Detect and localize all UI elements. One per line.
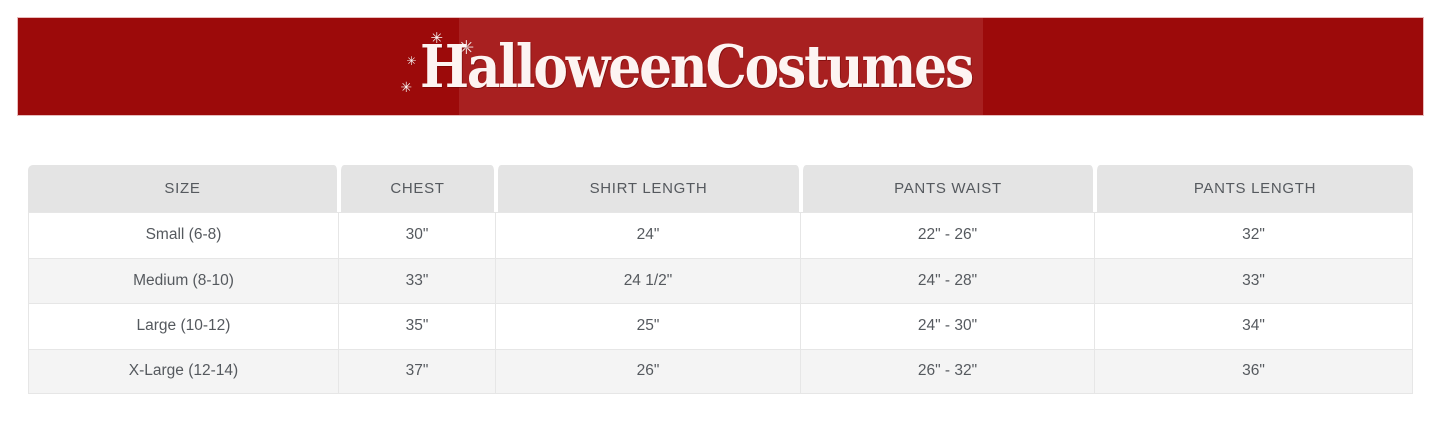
sparkle-star-icon: ✳ [406,54,417,68]
table-row: Large (10-12) 35" 25" 24" - 30" 34" [28,303,1413,349]
brand-name: HalloweenCostumes [420,32,974,101]
sparkle-star-icon: ✳ [400,80,413,96]
cell-pants-length: 33" [1095,257,1413,303]
table-row: X-Large (12-14) 37" 26" 26" - 32" 36" [28,348,1413,394]
cell-chest: 35" [339,303,496,349]
cell-size: X-Large (12-14) [28,348,339,394]
cell-size: Small (6-8) [28,212,339,258]
column-header-pants-length: PANTS LENGTH [1095,165,1413,212]
cell-shirt-length: 26" [496,348,801,394]
column-header-pants-waist: PANTS WAIST [801,165,1095,212]
size-chart-body: Small (6-8) 30" 24" 22" - 26" 32" Medium… [28,212,1413,394]
cell-pants-waist: 24" - 28" [801,257,1095,303]
cell-pants-waist: 24" - 30" [801,303,1095,349]
cell-size: Medium (8-10) [28,257,339,303]
cell-shirt-length: 24" [496,212,801,258]
cell-chest: 30" [339,212,496,258]
cell-pants-length: 34" [1095,303,1413,349]
brand-logo: ✳ ✳ ✳ ✳ HalloweenCostumes [394,31,1047,101]
cell-shirt-length: 25" [496,303,801,349]
cell-chest: 37" [339,348,496,394]
column-header-chest: CHEST [339,165,496,212]
size-chart-header: SIZE CHEST SHIRT LENGTH PANTS WAIST PANT… [28,165,1413,212]
cell-size: Large (10-12) [28,303,339,349]
cell-shirt-length: 24 1/2" [496,257,801,303]
table-row: Small (6-8) 30" 24" 22" - 26" 32" [28,212,1413,258]
cell-pants-waist: 26" - 32" [801,348,1095,394]
table-row: Medium (8-10) 33" 24 1/2" 24" - 28" 33" [28,257,1413,303]
cell-pants-length: 36" [1095,348,1413,394]
cell-chest: 33" [339,257,496,303]
cell-pants-length: 32" [1095,212,1413,258]
size-chart-table: SIZE CHEST SHIRT LENGTH PANTS WAIST PANT… [28,165,1413,394]
column-header-size: SIZE [28,165,339,212]
column-header-shirt-length: SHIRT LENGTH [496,165,801,212]
cell-pants-waist: 22" - 26" [801,212,1095,258]
table-header-row: SIZE CHEST SHIRT LENGTH PANTS WAIST PANT… [28,165,1413,212]
brand-banner: ✳ ✳ ✳ ✳ HalloweenCostumes [18,18,1423,115]
brand-logo-plate: ✳ ✳ ✳ ✳ HalloweenCostumes [400,18,983,115]
